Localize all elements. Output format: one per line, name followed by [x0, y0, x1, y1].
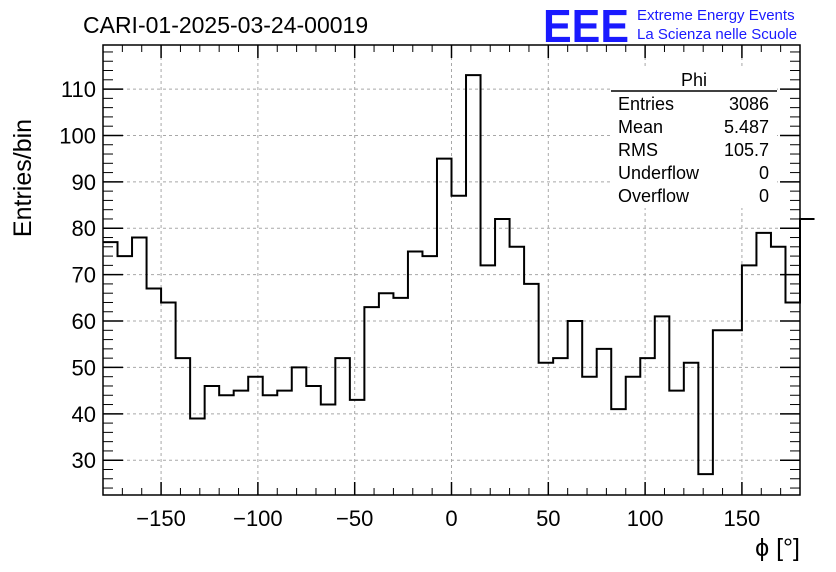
stats-row-label: Underflow [618, 163, 700, 183]
histogram-bin [379, 293, 394, 495]
histogram-bin [800, 219, 815, 495]
histogram-bin [626, 377, 641, 495]
y-tick-label: 70 [72, 263, 96, 288]
histogram-bin [437, 159, 452, 495]
y-tick-label: 110 [61, 77, 96, 102]
y-tick-label: 100 [59, 123, 96, 148]
histogram-bin [263, 395, 278, 495]
histogram-series [103, 74, 815, 495]
histogram-bin [582, 377, 597, 495]
histogram-bin [771, 247, 786, 495]
histogram-bin [147, 289, 162, 495]
histogram-bin [364, 307, 379, 495]
histogram-bin [539, 363, 554, 495]
stats-row-label: RMS [618, 140, 658, 160]
y-tick-label: 60 [72, 309, 96, 334]
y-tick-label: 50 [72, 355, 96, 380]
x-axis-title: ϕ [°] [755, 534, 800, 562]
histogram-bin [422, 256, 437, 495]
histogram-bin [655, 316, 670, 495]
y-tick-label: 90 [72, 170, 96, 195]
histogram-bin [190, 418, 205, 495]
logo-letters: EEE [543, 0, 629, 52]
histogram-bin [277, 391, 292, 495]
histogram-bin [684, 363, 699, 495]
histogram-bin [219, 395, 234, 495]
histogram-bin [335, 358, 350, 495]
histogram-bin [510, 247, 525, 495]
stats-title: Phi [681, 70, 707, 90]
histogram-bin [727, 330, 742, 495]
histogram-bin [553, 358, 568, 495]
x-tick-label: −150 [136, 506, 186, 531]
logo-line-2: La Scienza nelle Scuole [637, 26, 797, 43]
histogram-bin [713, 330, 728, 495]
y-tick-label: 80 [72, 216, 96, 241]
histogram-bin [292, 367, 307, 495]
x-tick-label: −100 [233, 506, 283, 531]
histogram-bin [495, 219, 510, 495]
x-tick-label: −50 [336, 506, 373, 531]
histogram-bin [161, 302, 176, 495]
stats-row-label: Entries [618, 94, 674, 114]
stats-row-value: 3086 [729, 94, 769, 114]
histogram-bin [350, 400, 365, 495]
x-tick-label: 0 [445, 506, 457, 531]
logo-line-1: Extreme Energy Events [637, 7, 795, 24]
stats-box: Phi Entries 3086 Mean 5.487 RMS 105.7 Underflo… [611, 68, 777, 208]
histogram-bin [524, 284, 539, 495]
stats-row-value: 0 [759, 163, 769, 183]
eee-logo: EEE Extreme Energy Events La Scienza nel… [543, 0, 797, 52]
histogram-bin [118, 256, 133, 495]
histogram-bin [640, 358, 655, 495]
y-tick-label: 30 [72, 448, 96, 473]
stats-rows: Entries 3086 Mean 5.487 RMS 105.7 Underflow 0 Ov… [618, 94, 769, 206]
histogram-bin [132, 238, 147, 495]
histogram-bin [611, 409, 626, 495]
run-title: CARI-01-2025-03-24-00019 [83, 12, 368, 38]
histogram-bin [466, 75, 481, 495]
y-tick-label: 40 [72, 402, 96, 427]
histogram-bin [321, 405, 336, 495]
histogram-bin [481, 265, 496, 495]
stats-row-value: 0 [759, 186, 769, 206]
histogram-bin [205, 386, 220, 495]
stats-row-label: Mean [618, 117, 663, 137]
histogram-bin [568, 321, 583, 495]
x-tick-label: 100 [627, 506, 664, 531]
histogram-bin [248, 377, 263, 495]
histogram-bin [234, 391, 249, 495]
stats-row-value: 5.487 [724, 117, 769, 137]
histogram-bin [408, 251, 423, 495]
x-tick-label: 50 [536, 506, 560, 531]
histogram-bin [756, 233, 771, 495]
histogram-bin [785, 302, 800, 495]
histogram-bin [452, 196, 467, 495]
histogram-bin [669, 391, 684, 495]
histogram-bin [176, 358, 191, 495]
histogram-bin [597, 349, 612, 495]
x-tick-label: 150 [724, 506, 761, 531]
histogram-bin [742, 265, 757, 495]
stats-row-value: 105.7 [724, 140, 769, 160]
histogram-bin [103, 242, 118, 495]
histogram-bin [306, 386, 321, 495]
axes: −150 −100 −50 0 50 100 150 30 40 50 60 70 80 90 100 110 [59, 45, 800, 531]
histogram-bin [698, 474, 713, 495]
histogram-bin [393, 298, 408, 495]
histogram-line [103, 74, 815, 476]
y-axis-title: Entries/bin [9, 119, 37, 237]
stats-row-label: Overflow [618, 186, 690, 206]
